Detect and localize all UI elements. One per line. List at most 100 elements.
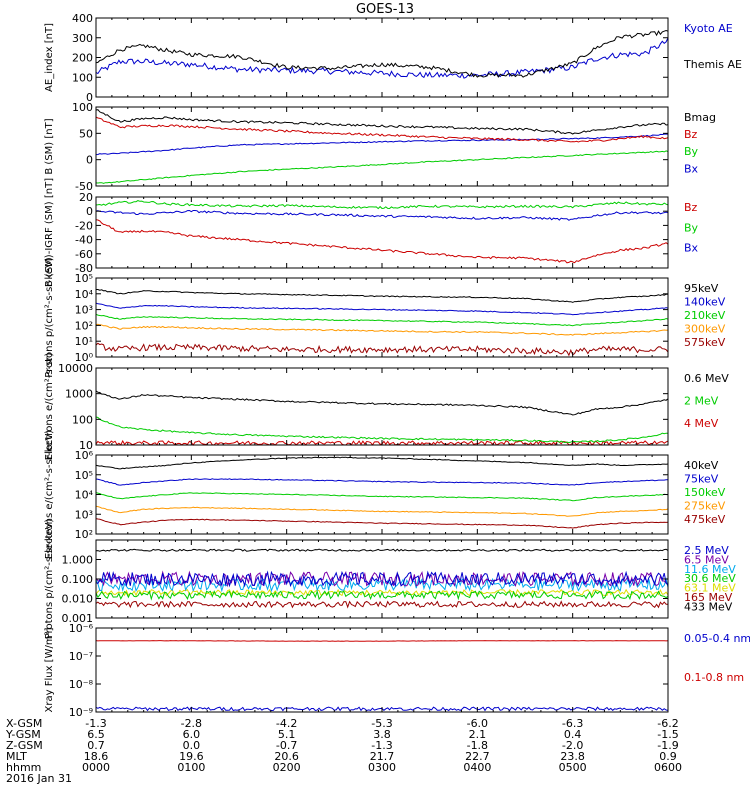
legend-entry: 11.6 MeV — [684, 563, 736, 576]
legend-entry: Bz — [684, 201, 698, 214]
y-tick-label: 10³ — [75, 508, 93, 521]
ephemeris-value: -1.5 — [657, 728, 678, 741]
ephemeris-value: 0.0 — [183, 739, 201, 752]
panel-frame — [95, 106, 669, 187]
y-tick-label: 10⁵ — [75, 272, 93, 285]
series-line-0-6-mev — [95, 390, 669, 416]
y-tick-label: 0.010 — [62, 593, 94, 606]
series-line-30-6-mev — [95, 589, 669, 601]
y-tick-label: 10³ — [75, 304, 93, 317]
y-axis-label: Protons p/(cm²-s-sr-keV) — [44, 257, 55, 378]
legend-entry: 165 MeV — [684, 591, 733, 604]
y-axis-label: Electrons e/(cm²-s-sr-keV) — [44, 430, 55, 559]
ephemeris-value: 0100 — [177, 761, 205, 774]
panel-6: 10² 10³ 10⁴ 10⁵ 10⁶ Electrons e/(cm²-s-sr-keV… — [44, 430, 726, 559]
ephemeris-value: 6.0 — [183, 728, 201, 741]
ephemeris-value: -6.3 — [562, 717, 583, 730]
legend-entry: 6.5 MeV — [684, 553, 729, 566]
legend-entry: 0.1-0.8 nm — [684, 671, 744, 684]
legend-entry: Themis AE — [683, 58, 742, 71]
legend-entry: Bx — [684, 162, 699, 175]
y-tick-label: 50 — [79, 127, 93, 140]
legend-entry: By — [684, 221, 699, 234]
ephemeris-value: 2.1 — [469, 728, 487, 741]
legend-entry: 75keV — [684, 473, 719, 486]
y-tick-label: 10⁻⁷ — [69, 650, 93, 663]
panel-frame — [95, 367, 669, 446]
ephemeris-row-label: hhmm — [6, 761, 41, 774]
ephemeris-value: 0200 — [273, 761, 301, 774]
y-tick-label: 0.100 — [62, 573, 94, 586]
y-tick-label: 10⁻⁹ — [69, 706, 93, 719]
y-axis-label: Protons p/(cm²-s-sr-keV) — [44, 519, 55, 640]
ephemeris-value: -2.8 — [181, 717, 202, 730]
y-tick-label: 10² — [75, 319, 93, 332]
legend-entry: 0.05-0.4 nm — [684, 632, 750, 645]
panel-8: 10⁻⁹ 10⁻⁸ 10⁻⁷ 10⁻⁶ Xray Flux [W/m²] 0.05-0.4… — [44, 622, 750, 719]
ephemeris-value: 0500 — [559, 761, 587, 774]
y-tick-label: 200 — [72, 52, 93, 65]
panel-frame — [95, 454, 669, 535]
y-tick-label: 10² — [75, 528, 93, 541]
panel-frame — [95, 539, 669, 619]
y-tick-label: 10⁶ — [75, 449, 94, 462]
series-line-75kev — [95, 478, 668, 486]
series-line-300kev — [95, 323, 669, 336]
y-tick-label: 0 — [86, 205, 93, 218]
ephemeris-value: 3.8 — [373, 728, 391, 741]
ephemeris-value: 0300 — [368, 761, 396, 774]
ephemeris-value: -1.9 — [657, 739, 678, 752]
y-tick-label: 400 — [72, 12, 93, 25]
panel-frame — [95, 196, 669, 269]
y-tick-label: 10⁴ — [75, 489, 94, 502]
ephemeris-row-label: X-GSM — [6, 717, 42, 730]
series-line-bz — [95, 219, 669, 264]
ephemeris-value: 0600 — [654, 761, 682, 774]
ephemeris-value: 19.6 — [179, 750, 204, 763]
ephemeris-value: -0.7 — [276, 739, 297, 752]
panel-1: 0 100 200 300 400 AE_index [nT] Kyoto AE Themis… — [44, 12, 742, 104]
y-axis-label: B (SM) [nT] — [44, 118, 55, 174]
series-line-by — [95, 150, 669, 184]
series-line-433-mev — [95, 548, 669, 552]
ephemeris-value: 0.9 — [659, 750, 677, 763]
ephemeris-value: 5.1 — [278, 728, 296, 741]
legend-entry: 40keV — [684, 459, 719, 472]
y-tick-label: 1000 — [65, 388, 93, 401]
ephemeris-row-label: Z-GSM — [6, 739, 43, 752]
ephemeris-value: -2.0 — [562, 739, 583, 752]
legend-entry: 95keV — [684, 282, 719, 295]
y-tick-label: -60 — [75, 248, 93, 261]
y-tick-label: 100 — [72, 101, 93, 114]
legend-entry: 63.1 MeV — [684, 582, 736, 595]
series-line-275kev — [95, 505, 669, 517]
legend-entry: Kyoto AE — [684, 22, 733, 35]
series-line-475kev — [95, 518, 669, 529]
ephemeris-value: 6.5 — [87, 728, 105, 741]
ephemeris-value: -4.2 — [276, 717, 297, 730]
ephemeris-value: 0.7 — [87, 739, 105, 752]
y-tick-label: 0.001 — [62, 612, 94, 625]
series-line-by — [95, 200, 669, 210]
series-line-0-1-0-8-nm — [95, 640, 669, 642]
y-tick-label: -20 — [75, 219, 93, 232]
legend-entry: 575keV — [684, 336, 726, 349]
y-tick-label: 10⁻⁶ — [69, 622, 94, 635]
series-line-kyoto-ae — [95, 37, 669, 79]
panel-7: 0.001 0.010 0.100 1.000 Protons p/(cm²-s-sr-… — [44, 519, 736, 640]
series-line-themis-ae — [95, 29, 669, 78]
legend-entry: 140keV — [684, 296, 726, 309]
series-line-140kev — [95, 302, 669, 316]
series-line-11-6-mev — [95, 577, 669, 593]
ephemeris-value: -1.3 — [371, 739, 392, 752]
ephemeris-value: -1.8 — [467, 739, 488, 752]
ephemeris-value: 22.7 — [465, 750, 490, 763]
series-line-2-5-mev — [95, 570, 669, 588]
legend-entry: Bx — [684, 242, 699, 255]
legend-entry: 210keV — [684, 309, 726, 322]
y-tick-label: 10⁵ — [75, 469, 93, 482]
y-axis-label: AE_index [nT] — [44, 23, 55, 92]
series-line-bx — [95, 133, 669, 156]
